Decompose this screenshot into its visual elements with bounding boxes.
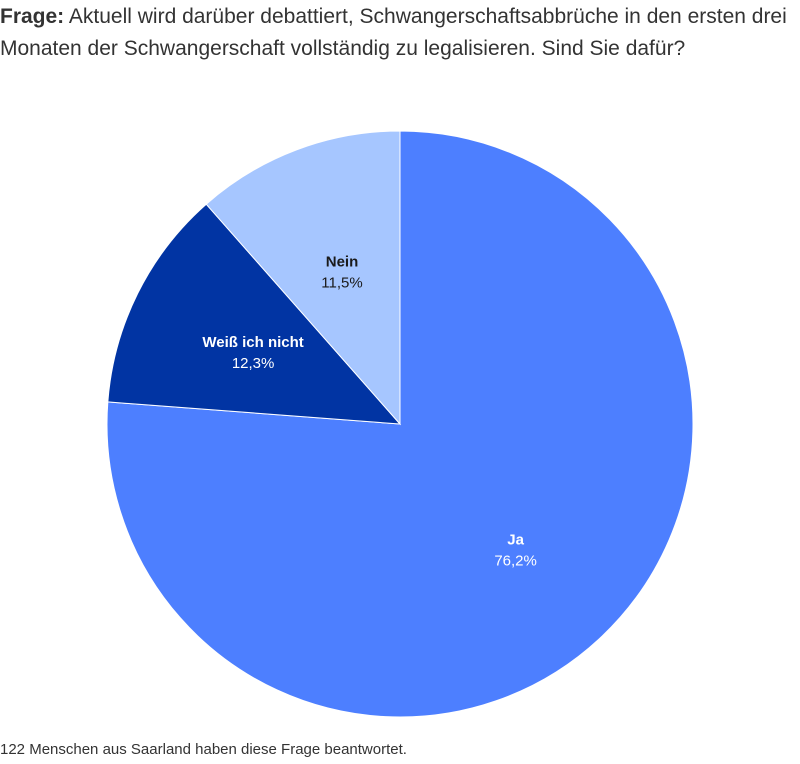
slice-label-2: Nein 11,5%: [321, 254, 362, 292]
question-body: Aktuell wird darüber debattiert, Schwang…: [0, 5, 787, 60]
respondent-count-note: 122 Menschen aus Saarland haben diese Fr…: [0, 741, 407, 758]
pie-slice-1: [107, 203, 402, 425]
slice-value-0: 76,2%: [494, 553, 537, 570]
question-text: Frage: Aktuell wird darüber debattiert, …: [0, 0, 795, 65]
pie-slice-2: [205, 130, 401, 426]
slice-label-0: Ja 76,2%: [494, 532, 537, 570]
slice-value-2: 11,5%: [321, 275, 362, 292]
slice-value-1: 12,3%: [232, 355, 275, 372]
pie-chart-svg: Ja 76,2% Weiß ich nicht 12,3% Nein 11,5%: [106, 130, 694, 718]
question-label: Frage:: [0, 5, 65, 28]
pie-chart: Ja 76,2% Weiß ich nicht 12,3% Nein 11,5%: [0, 120, 800, 730]
slice-name-2: Nein: [326, 254, 359, 271]
slice-label-1: Weiß ich nicht 12,3%: [202, 334, 303, 372]
slice-name-0: Ja: [507, 532, 524, 549]
slice-name-1: Weiß ich nicht: [202, 334, 303, 351]
